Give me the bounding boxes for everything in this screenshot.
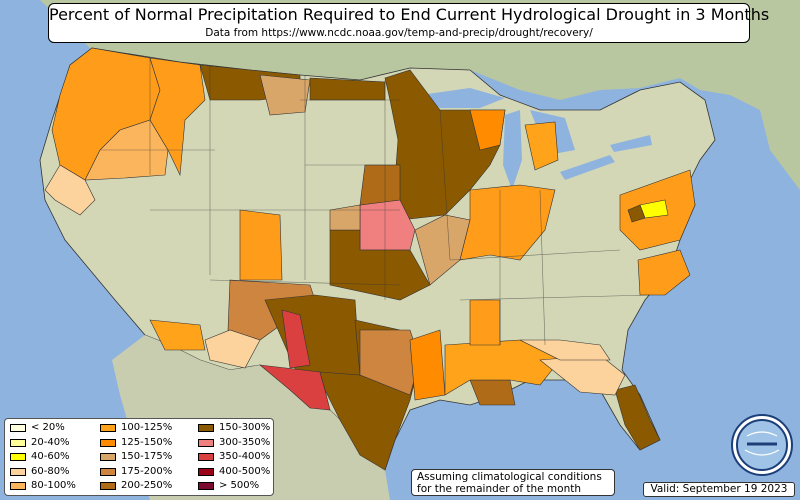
- region-idaho: [149, 57, 206, 177]
- legend-item: 80-100%: [10, 480, 76, 492]
- legend-swatch: [198, 482, 214, 490]
- nev-lab-logo: [731, 414, 793, 476]
- legend-item: 60-80%: [10, 466, 70, 478]
- region-n-california: [44, 164, 96, 216]
- region-michigan-orange: [469, 109, 506, 151]
- legend: < 20% 20-40% 40-60% 60-80% 80-100% 100-1…: [4, 418, 274, 496]
- assumption-note: Assuming climatological conditions for t…: [411, 469, 615, 496]
- lake-erie: [560, 155, 615, 180]
- legend-swatch: [10, 453, 26, 461]
- legend-swatch: [100, 453, 116, 461]
- legend-item: 350-400%: [198, 451, 270, 463]
- legend-label: 400-500%: [219, 466, 271, 477]
- legend-label: 125-150%: [121, 437, 173, 448]
- legend-item: 150-300%: [198, 422, 270, 434]
- map-title: Percent of Normal Precipitation Required…: [49, 5, 770, 24]
- legend-label: 350-400%: [219, 451, 271, 462]
- legend-swatch: [198, 453, 214, 461]
- legend-label: 300-350%: [219, 437, 271, 448]
- map-subtitle: Data from https://www.ncdc.noaa.gov/temp…: [205, 27, 593, 39]
- legend-item: > 500%: [198, 480, 259, 492]
- region-carolina-orange: [637, 249, 691, 296]
- region-arizona-orange: [149, 319, 206, 351]
- legend-swatch: [100, 424, 116, 432]
- legend-label: 20-40%: [31, 437, 70, 448]
- legend-swatch: [198, 439, 214, 447]
- region-ohio-valley-light: [519, 339, 611, 361]
- legend-label: 80-100%: [31, 480, 76, 491]
- region-illinois-indiana: [459, 184, 556, 261]
- region-kansas-brown: [329, 229, 431, 301]
- logo-globe-icon: [736, 419, 788, 471]
- title-box: Percent of Normal Precipitation Required…: [48, 3, 770, 43]
- region-michigan-lp: [524, 121, 559, 171]
- legend-item: 300-350%: [198, 437, 270, 449]
- legend-item: 200-250%: [100, 480, 172, 492]
- region-virginia-brown: [627, 204, 646, 223]
- legend-swatch: [10, 482, 26, 490]
- region-nm-red: [281, 309, 311, 369]
- legend-swatch: [10, 439, 26, 447]
- legend-item: < 20%: [10, 422, 65, 434]
- legend-item: 20-40%: [10, 437, 70, 449]
- legend-label: 150-300%: [219, 422, 271, 433]
- legend-swatch: [198, 468, 214, 476]
- legend-label: 100-125%: [121, 422, 173, 433]
- legend-swatch: [100, 482, 116, 490]
- region-arizona-light: [204, 329, 261, 369]
- region-florida-brown: [614, 384, 661, 451]
- legend-label: < 20%: [31, 422, 65, 433]
- legend-label: 200-250%: [121, 480, 173, 491]
- note-line-1: Assuming climatological conditions: [417, 471, 602, 483]
- legend-swatch: [198, 424, 214, 432]
- legend-swatch: [10, 424, 26, 432]
- region-kansas-tan: [329, 204, 361, 231]
- legend-label: 60-80%: [31, 466, 70, 477]
- legend-item: 100-125%: [100, 422, 172, 434]
- legend-label: 150-175%: [121, 451, 173, 462]
- state-borders: [100, 58, 651, 346]
- legend-swatch: [100, 439, 116, 447]
- lake-ontario: [610, 135, 652, 152]
- legend-swatch: [100, 468, 116, 476]
- legend-item: 150-175%: [100, 451, 172, 463]
- legend-swatch: [10, 468, 26, 476]
- valid-date: Valid: September 19 2023: [643, 482, 795, 497]
- legend-label: 40-60%: [31, 451, 70, 462]
- legend-label: > 500%: [219, 480, 260, 491]
- legend-item: 175-200%: [100, 466, 172, 478]
- legend-label: 175-200%: [121, 466, 173, 477]
- region-colorado-orange: [239, 209, 283, 281]
- legend-item: 40-60%: [10, 451, 70, 463]
- note-line-2: for the remainder of the month: [417, 483, 582, 495]
- legend-item: 125-150%: [100, 437, 172, 449]
- lake-superior: [420, 88, 505, 108]
- legend-item: 400-500%: [198, 466, 270, 478]
- lake-michigan: [503, 110, 522, 190]
- canada-land: [40, 0, 800, 190]
